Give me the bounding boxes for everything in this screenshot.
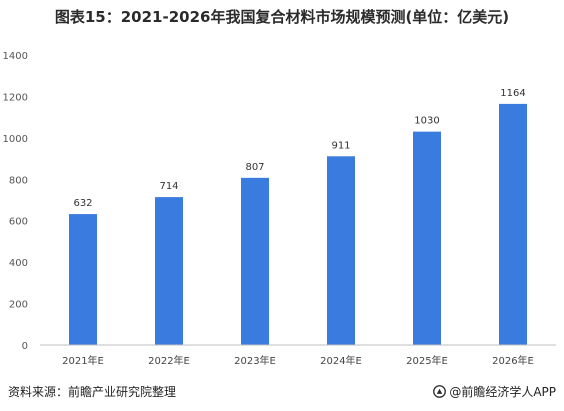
x-tick-label: 2022年E	[148, 354, 190, 367]
bar	[499, 103, 527, 345]
data-label: 807	[245, 162, 264, 173]
x-tick-label: 2024年E	[320, 354, 362, 367]
x-tick-label: 2021年E	[62, 354, 104, 367]
bar	[155, 197, 183, 345]
y-tick-label: 1000	[3, 134, 28, 145]
brand-logo-icon	[433, 385, 447, 398]
bar	[69, 214, 97, 345]
data-label: 1030	[414, 116, 439, 127]
x-tick-label: 2025年E	[406, 354, 448, 367]
bars	[69, 103, 527, 345]
data-label: 1164	[500, 88, 525, 99]
y-tick-label: 800	[9, 175, 28, 186]
y-tick-label: 0	[22, 341, 28, 352]
chart-title: 图表15：2021-2026年我国复合材料市场规模预测(单位：亿美元)	[54, 8, 510, 26]
x-axis: 2021年E 2022年E 2023年E 2024年E 2025年E 2026年E	[40, 344, 556, 367]
y-axis: 0 200 400 600 800 1000 1200 1400	[3, 51, 28, 352]
data-label: 714	[159, 181, 178, 192]
footer: 资料来源：前瞻产业研究院整理 @前瞻经济学人APP	[4, 381, 560, 401]
y-tick-label: 1400	[3, 51, 28, 62]
brand-credit: @前瞻经济学人APP	[433, 383, 556, 400]
data-labels: 632 714 807 911 1030 1164	[73, 88, 525, 209]
bar	[413, 131, 441, 345]
x-tick-label: 2023年E	[234, 354, 276, 367]
bar	[327, 156, 355, 345]
source-note: 资料来源：前瞻产业研究院整理	[8, 385, 177, 399]
brand-text: @前瞻经济学人APP	[449, 385, 556, 399]
data-label: 911	[331, 140, 350, 151]
bar-chart: 0 200 400 600 800 1000 1200 1400 632 714 807 911 10…	[3, 51, 556, 367]
y-tick-label: 600	[9, 217, 28, 228]
x-tick-label: 2026年E	[492, 354, 534, 367]
y-tick-label: 400	[9, 258, 28, 269]
bar	[241, 177, 269, 345]
y-tick-label: 200	[9, 300, 28, 311]
data-label: 632	[73, 198, 92, 209]
y-tick-label: 1200	[3, 92, 28, 103]
